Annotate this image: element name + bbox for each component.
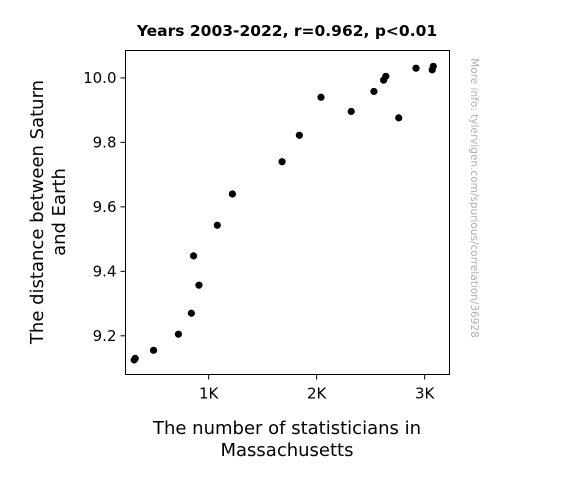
data-point [228,190,237,198]
data-point [213,221,221,229]
data-point [295,131,303,139]
data-point [370,87,378,96]
y-axis: 9.2 9.4 9.6 9.8 10.0 [83,69,126,345]
data-point [187,309,195,317]
y-tick-label: 9.8 [93,133,117,151]
y-tick-label: 10.0 [83,69,116,87]
y-axis-label-line-1: The distance between Saturn [27,80,48,345]
x-axis-label-line-2: Massachusetts [220,440,353,461]
data-point [395,114,403,122]
data-point [131,354,139,362]
data-point [174,330,183,338]
data-point [149,346,158,354]
plot-area-frame [125,50,450,375]
data-points [130,62,437,364]
x-axis: 1K 2K 3K [199,374,436,403]
data-point [412,64,420,72]
x-tick-label: 2K [307,385,328,403]
x-axis-label-line-1: The number of statisticians in [152,418,421,439]
data-point [429,62,437,70]
y-tick-label: 9.6 [93,198,117,216]
y-tick-label: 9.2 [93,327,117,345]
x-tick-label: 1K [199,385,220,403]
data-point [278,158,286,166]
x-tick-label: 3K [415,385,436,403]
chart-title: Years 2003-2022, r=0.962, p<0.01 [136,22,437,40]
source-watermark: More info: tylervigen.com/spurious/corre… [468,58,480,338]
data-point [317,93,325,101]
data-point [347,107,355,116]
y-tick-label: 9.4 [93,262,117,280]
y-axis-label-line-2: and Earth [49,168,70,256]
data-point [189,252,198,260]
data-point [382,72,390,80]
data-point [195,281,203,289]
